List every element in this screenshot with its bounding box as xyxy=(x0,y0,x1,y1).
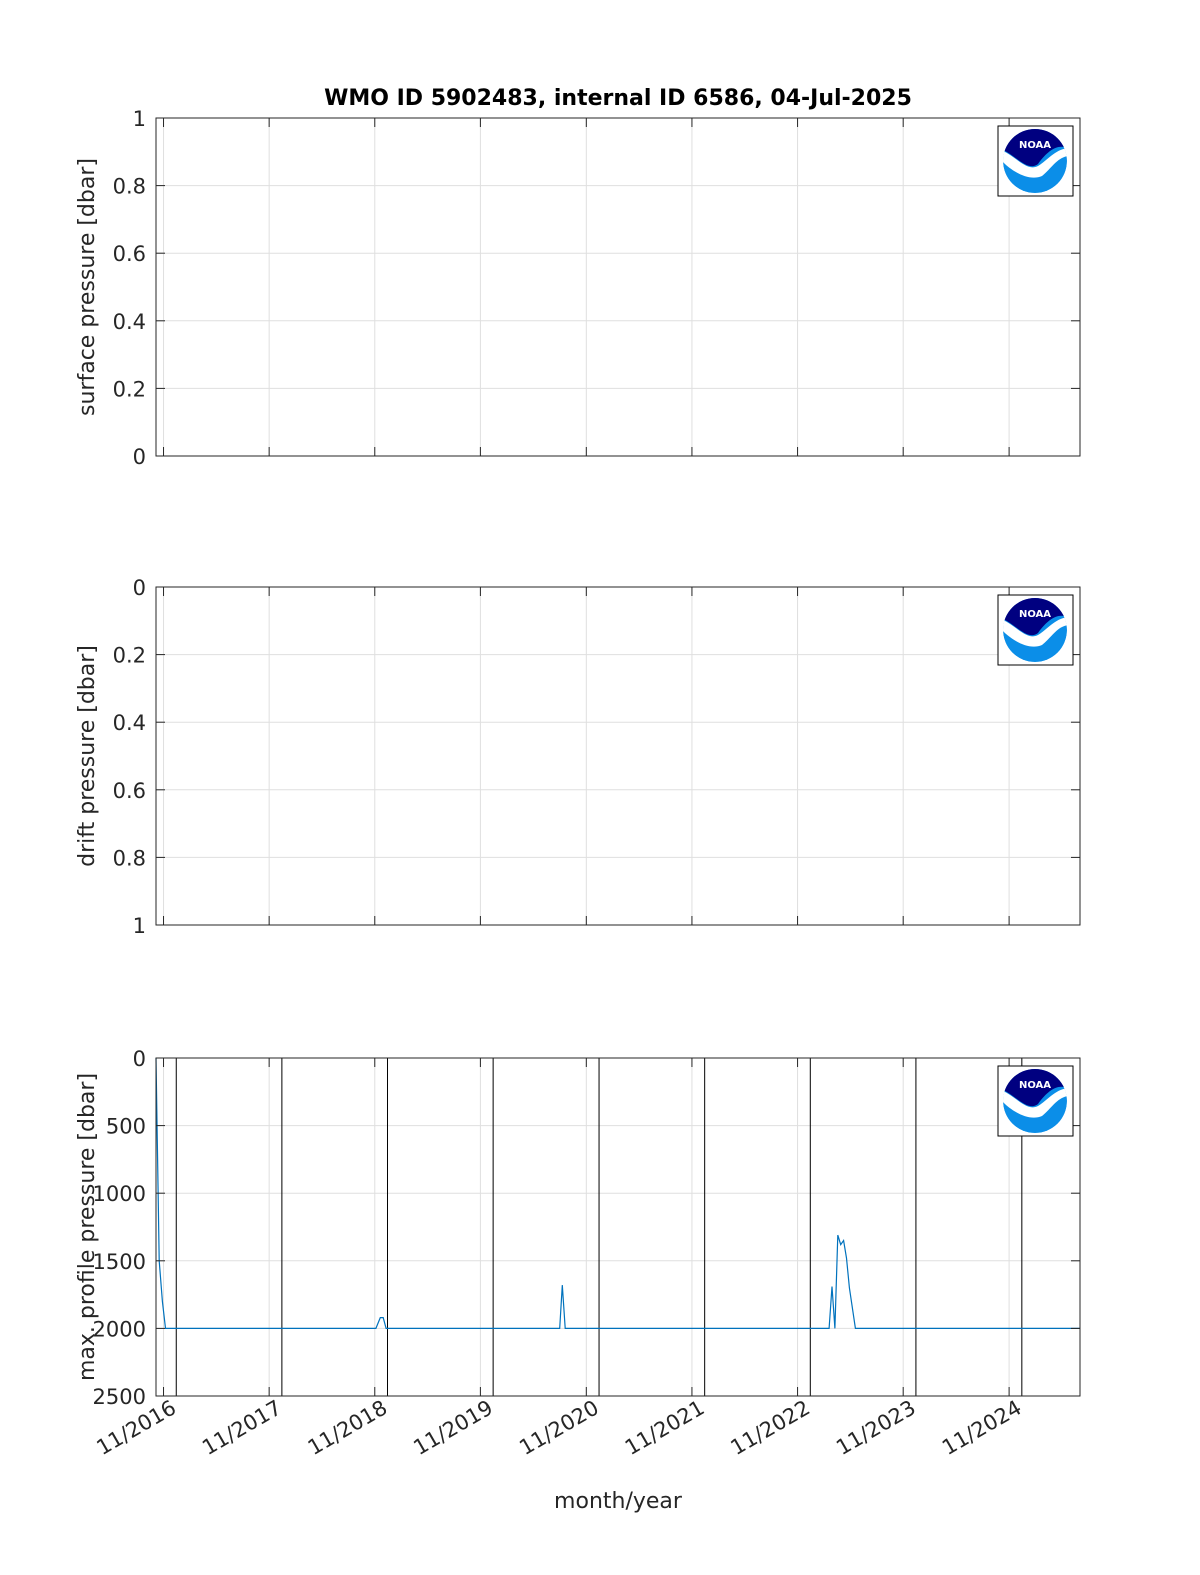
noaa-logo: NOAA xyxy=(997,125,1074,197)
y-tick-label: 0.2 xyxy=(113,644,146,668)
plot-frame xyxy=(155,117,1081,457)
logo-bird-wave xyxy=(1003,617,1067,647)
logo-upper-shape xyxy=(1003,129,1067,167)
y-axis-label: surface pressure [dbar] xyxy=(75,158,100,416)
logo-upper-shape xyxy=(1003,598,1067,636)
logo-emblem xyxy=(1003,598,1067,662)
max-pressure-series-line xyxy=(155,1057,1080,1330)
noaa-logo: NOAA xyxy=(997,594,1074,666)
y-tick-label: 1500 xyxy=(93,1250,146,1274)
ticks: 0 500 1000 1500 2000 2500 xyxy=(93,1047,1080,1409)
x-tick-labels: 11/2016 11/2017 11/2018 11/2019 11/2020 11/20… xyxy=(92,1396,1025,1460)
surface-pressure-panel: 0 0.2 0.4 0.6 0.8 1 surface pressure [dbar] N… xyxy=(75,107,1081,469)
logo-upper-shape xyxy=(1003,1069,1067,1107)
y-tick-label: 0.2 xyxy=(113,377,146,401)
logo-text: NOAA xyxy=(1019,1080,1051,1091)
y-tick-label: 1000 xyxy=(93,1182,146,1206)
x-tick-label: 11/2023 xyxy=(832,1396,920,1460)
y-tick-label: 0.8 xyxy=(113,846,146,870)
plot-frame xyxy=(155,1057,1081,1397)
y-tick-label: 0.4 xyxy=(113,711,146,735)
y-tick-label: 0.6 xyxy=(113,779,146,803)
logo-emblem xyxy=(1003,1069,1067,1133)
max-profile-pressure-panel: 0 500 1000 1500 2000 2500 max. profile pressu… xyxy=(75,1047,1081,1409)
series-layer xyxy=(155,1057,1080,1396)
y-tick-label: 0 xyxy=(133,445,146,469)
drift-pressure-panel: 0 0.2 0.4 0.6 0.8 1 drift pressure [dbar] NOA… xyxy=(75,576,1081,938)
logo-emblem xyxy=(1003,129,1067,193)
x-tick-label: 11/2022 xyxy=(727,1396,815,1460)
grid xyxy=(156,1057,1080,1397)
y-tick-label: 0.6 xyxy=(113,242,146,266)
x-tick-label: 11/2019 xyxy=(409,1396,497,1460)
y-tick-label: 1 xyxy=(133,107,146,131)
y-tick-label: 0.4 xyxy=(113,310,146,334)
y-tick-label: 0 xyxy=(133,1047,146,1071)
x-tick-label: 11/2018 xyxy=(304,1396,392,1460)
ticks: 0 0.2 0.4 0.6 0.8 1 xyxy=(113,576,1080,938)
y-tick-label: 1 xyxy=(133,914,146,938)
x-tick-label: 11/2020 xyxy=(515,1396,603,1460)
ticks: 0 0.2 0.4 0.6 0.8 1 xyxy=(113,107,1080,469)
grid xyxy=(156,117,1080,457)
x-axis-label: month/year xyxy=(554,1489,683,1514)
y-axis-label: max. profile pressure [dbar] xyxy=(75,1073,100,1381)
plot-frame xyxy=(155,586,1081,926)
figure-title: WMO ID 5902483, internal ID 6586, 04-Jul… xyxy=(324,86,912,111)
y-tick-label: 2500 xyxy=(93,1385,146,1409)
y-tick-label: 500 xyxy=(106,1115,146,1139)
y-tick-label: 0.8 xyxy=(113,175,146,199)
y-tick-label: 2000 xyxy=(93,1317,146,1341)
y-axis-label: drift pressure [dbar] xyxy=(75,645,100,867)
logo-text: NOAA xyxy=(1019,609,1051,620)
logo-text: NOAA xyxy=(1019,140,1051,151)
y-tick-label: 0 xyxy=(133,576,146,600)
x-tick-label: 11/2021 xyxy=(621,1396,709,1460)
x-tick-label: 11/2017 xyxy=(198,1396,286,1460)
grid xyxy=(156,586,1080,926)
logo-bird-wave xyxy=(1003,1088,1067,1118)
x-tick-label: 11/2024 xyxy=(938,1396,1026,1460)
logo-bird-wave xyxy=(1003,148,1067,178)
noaa-logo: NOAA xyxy=(997,1065,1074,1137)
